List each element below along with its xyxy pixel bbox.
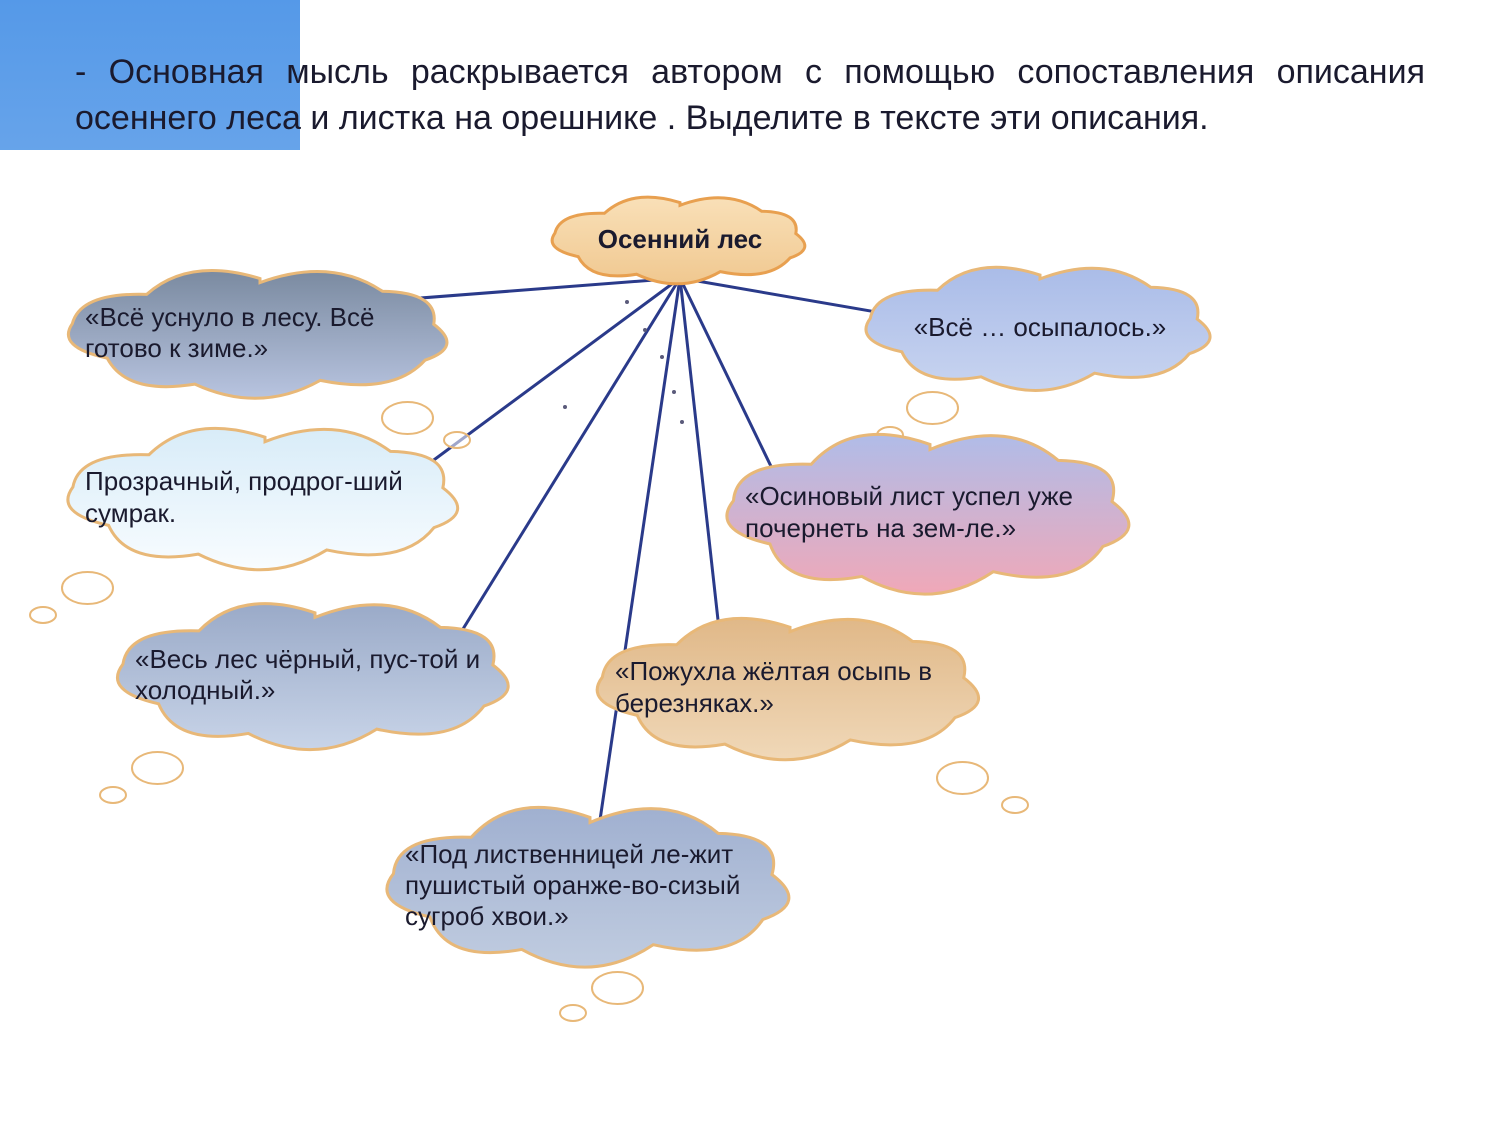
heading-text: - Основная мысль раскрывается автором с …: [75, 50, 1425, 142]
leaf-node-label-larch: «Под лиственницей ле-жит пушистый оранже…: [370, 798, 810, 973]
leaf-node-birch: «Пожухла жёлтая осыпь в березняках.»: [580, 610, 1000, 765]
decor-dot: [643, 328, 647, 332]
leaf-node-label-fallen: «Всё … осыпалось.»: [850, 260, 1230, 395]
decor-dot: [672, 390, 676, 394]
leaf-node-sleep: «Всё уснуло в лесу. Всё готово к зиме.»: [50, 263, 470, 403]
decor-dot: [625, 300, 629, 304]
thought-trail-bubble: [28, 605, 58, 625]
thought-trail-bubble: [905, 390, 960, 426]
thought-trail-bubble: [98, 785, 128, 805]
leaf-node-label-aspen: «Осиновый лист успел уже почернеть на зе…: [710, 425, 1150, 600]
decor-dot: [680, 420, 684, 424]
thought-trail-bubble: [590, 970, 645, 1006]
leaf-node-larch: «Под лиственницей ле-жит пушистый оранже…: [370, 798, 810, 973]
leaf-node-label-sleep: «Всё уснуло в лесу. Всё готово к зиме.»: [50, 263, 470, 403]
thought-trail-bubble: [558, 1003, 588, 1023]
thought-trail-bubble: [1000, 795, 1030, 815]
leaf-node-label-dusk: Прозрачный, продрог-ший сумрак.: [50, 420, 480, 575]
leaf-node-aspen: «Осиновый лист успел уже почернеть на зе…: [710, 425, 1150, 600]
leaf-node-label-black: «Весь лес чёрный, пус-той и холодный.»: [100, 595, 530, 755]
central-node-label: Осенний лес: [540, 192, 820, 287]
leaf-node-black: «Весь лес чёрный, пус-той и холодный.»: [100, 595, 530, 755]
decor-dot: [563, 405, 567, 409]
leaf-node-fallen: «Всё … осыпалось.»: [850, 260, 1230, 395]
thought-trail-bubble: [935, 760, 990, 796]
thought-trail-bubble: [130, 750, 185, 786]
leaf-node-dusk: Прозрачный, продрог-ший сумрак.: [50, 420, 480, 575]
central-node: Осенний лес: [540, 192, 820, 287]
leaf-node-label-birch: «Пожухла жёлтая осыпь в березняках.»: [580, 610, 1000, 765]
decor-dot: [660, 355, 664, 359]
